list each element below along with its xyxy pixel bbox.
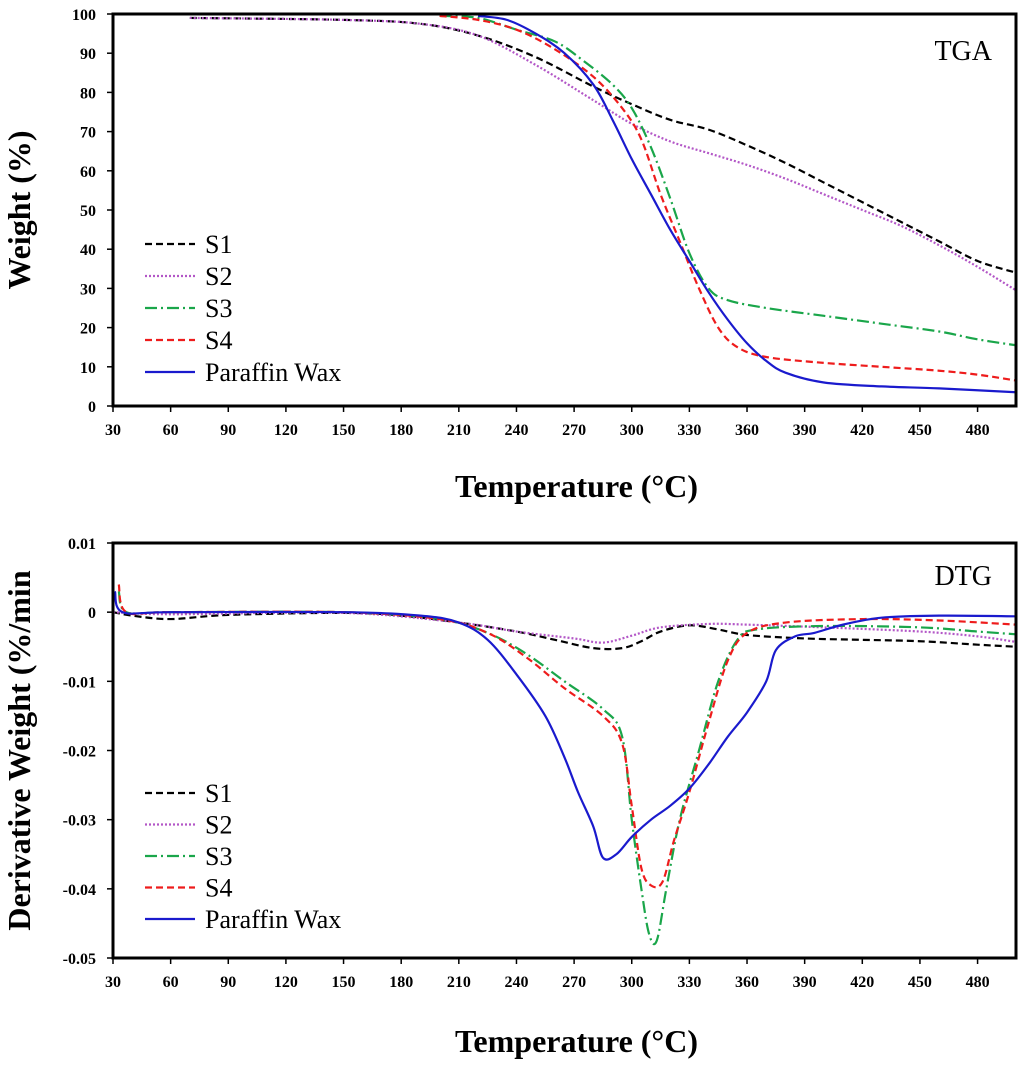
series-line-s3 (117, 591, 1016, 946)
series-line-s1 (189, 16, 1016, 274)
legend-label: S4 (205, 326, 232, 355)
y-axis-title: Derivative Weight (%/min (1, 570, 37, 930)
y-tick-label: 100 (72, 7, 96, 24)
y-tick-label: -0.03 (63, 813, 96, 830)
x-tick-label: 360 (735, 974, 759, 991)
y-tick-label: 0 (88, 399, 96, 416)
x-tick-label: 300 (620, 974, 644, 991)
legend-label: S1 (205, 230, 232, 259)
series-line-s4 (439, 14, 1016, 382)
x-tick-label: 60 (163, 974, 179, 991)
y-tick-label: 0.01 (68, 536, 96, 553)
x-tick-label: 450 (908, 422, 932, 439)
plot-frame (111, 541, 1018, 960)
x-tick-label: 90 (220, 422, 236, 439)
x-tick-label: 420 (850, 974, 874, 991)
y-tick-label: 80 (80, 85, 96, 102)
chart-dtg-series (113, 584, 1016, 946)
x-tick-label: 480 (966, 974, 990, 991)
x-tick-label: 150 (332, 974, 356, 991)
x-tick-label: 300 (620, 422, 644, 439)
x-tick-label: 330 (677, 422, 701, 439)
chart-tga: 30 60 90 120 150 180 210 240 270 300 330 360 390 420 4… (1, 7, 1018, 504)
legend-label: S2 (205, 811, 232, 840)
x-tick-label: 420 (850, 422, 874, 439)
y-tick-label: -0.01 (63, 674, 96, 691)
legend-label: S1 (205, 779, 232, 808)
x-tick-label: 450 (908, 974, 932, 991)
x-tick-label: 240 (504, 974, 528, 991)
y-tick-label: -0.04 (63, 882, 96, 899)
legend-label: Paraffin Wax (205, 905, 341, 934)
x-tick-label: 210 (447, 422, 471, 439)
x-tick-label: 180 (389, 422, 413, 439)
x-tick-label: 390 (793, 974, 817, 991)
x-tick-label: 90 (220, 974, 236, 991)
x-tick-label: 390 (793, 422, 817, 439)
legend-label: S4 (205, 874, 232, 903)
panel-label: DTG (934, 561, 992, 592)
y-tick-label: 60 (80, 164, 96, 181)
legend-label: S3 (205, 294, 232, 323)
series-line-s1 (113, 611, 1016, 651)
y-tick-label: 70 (80, 125, 96, 142)
y-tick-label: 20 (80, 321, 96, 338)
y-tick-label: -0.05 (63, 951, 96, 968)
x-tick-label: 60 (163, 422, 179, 439)
x-tick-label: 210 (447, 974, 471, 991)
x-tick-label: 480 (966, 422, 990, 439)
legend-label: Paraffin Wax (205, 358, 341, 387)
y-tick-label: 90 (80, 46, 96, 63)
panel-label: TGA (934, 36, 992, 67)
x-axis-title: Temperature (°C) (455, 1023, 698, 1059)
x-tick-label: 360 (735, 422, 759, 439)
x-tick-label: 270 (562, 422, 586, 439)
y-tick-label: 30 (80, 281, 96, 298)
y-tick-label: 40 (80, 242, 96, 259)
series-line-s2 (189, 16, 1016, 292)
series-line-paraffin-wax (113, 591, 1016, 861)
y-axis-title: Weight (%) (1, 130, 37, 289)
x-tick-label: 240 (504, 422, 528, 439)
legend-label: S3 (205, 842, 232, 871)
y-tick-label: 0 (88, 605, 96, 622)
series-line-paraffin-wax (477, 14, 1016, 394)
x-tick-label: 120 (274, 974, 298, 991)
x-tick-label: 30 (105, 422, 121, 439)
y-tick-label: 50 (80, 203, 96, 220)
plot-frame (111, 12, 1018, 408)
legend: S1 S2 S3 S4 Paraffin Wax (145, 230, 341, 387)
x-tick-label: 120 (274, 422, 298, 439)
x-tick-label: 30 (105, 974, 121, 991)
x-tick-label: 330 (677, 974, 701, 991)
y-tick-label: -0.02 (63, 744, 96, 761)
x-tick-label: 150 (332, 422, 356, 439)
chart-dtg: 30 60 90 120 150 180 210 240 270 300 330 360 390 420 4… (1, 536, 1018, 1059)
y-tick-label: 10 (80, 360, 96, 377)
legend-label: S2 (205, 262, 232, 291)
x-axis-title: Temperature (°C) (455, 468, 698, 504)
x-tick-label: 180 (389, 974, 413, 991)
series-line-s3 (439, 14, 1016, 347)
chart-tga-series (189, 14, 1016, 394)
x-tick-label: 270 (562, 974, 586, 991)
